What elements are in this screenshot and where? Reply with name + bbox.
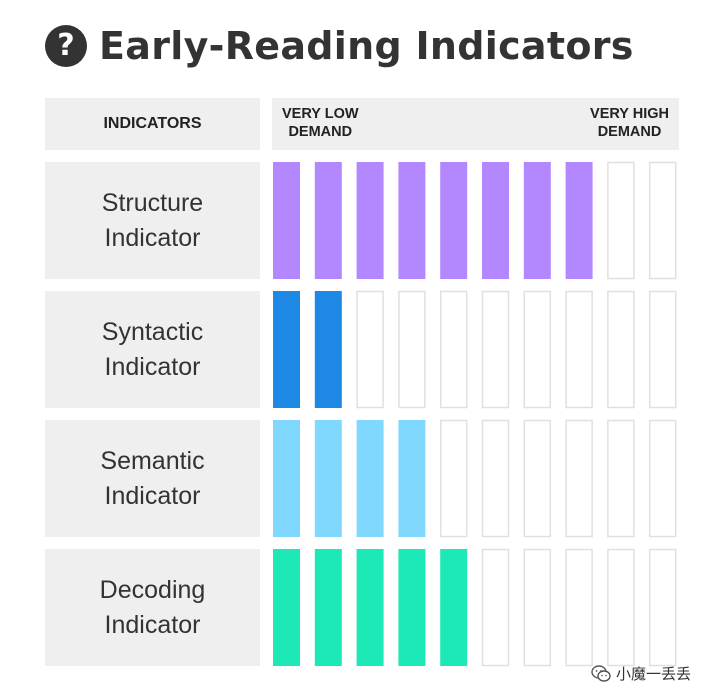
bar-segment-structure-4-filled <box>398 162 426 279</box>
bar-segment-decoding-1-filled <box>273 549 300 666</box>
title-row: ? Early-Reading Indicators <box>45 18 634 74</box>
bar-segment-decoding-3-filled <box>356 549 384 666</box>
bar-segment-syntactic-2-filled <box>314 291 342 408</box>
bar-segment-semantic-1-filled <box>273 420 300 537</box>
watermark-text: 小魔一丢丢 <box>615 665 691 683</box>
bar-segment-syntactic-6-empty <box>481 290 510 409</box>
row-label-structure: Structure Indicator <box>45 162 260 279</box>
bar-segment-decoding-7-empty <box>523 548 552 667</box>
scale-low-label: VERY LOW DEMAND <box>282 106 359 140</box>
bar-segment-structure-6-filled <box>482 162 509 279</box>
bar-segment-syntactic-5-empty <box>439 290 468 409</box>
bar-segment-structure-1-filled <box>273 162 300 279</box>
bar-segment-decoding-8-empty <box>565 548 593 667</box>
bar-segment-structure-8-filled <box>565 162 593 279</box>
bar-segment-syntactic-3-empty <box>356 290 384 409</box>
bar-segment-semantic-7-empty <box>523 419 552 538</box>
bar-segment-semantic-4-filled <box>398 420 426 537</box>
bar-segment-syntactic-9-empty <box>607 290 635 409</box>
indicators-column-header: INDICATORS <box>45 98 260 150</box>
bar-segment-semantic-3-filled <box>356 420 384 537</box>
bar-segment-semantic-10-empty <box>648 419 677 538</box>
bar-segment-semantic-8-empty <box>565 419 593 538</box>
scale-high-label: VERY HIGH DEMAND <box>590 106 669 140</box>
row-label-semantic: Semantic Indicator <box>45 420 260 537</box>
bar-segment-structure-10-empty <box>648 161 677 280</box>
bar-segment-decoding-6-empty <box>481 548 510 667</box>
bar-segment-decoding-10-empty <box>648 548 677 667</box>
bar-segment-decoding-2-filled <box>314 549 342 666</box>
bar-segment-syntactic-10-empty <box>648 290 677 409</box>
bar-segment-semantic-2-filled <box>314 420 342 537</box>
bar-segment-decoding-4-filled <box>398 549 426 666</box>
row-label-decoding: Decoding Indicator <box>45 549 260 666</box>
bar-segment-syntactic-1-filled <box>273 291 300 408</box>
question-circle-icon: ? <box>45 25 87 67</box>
bar-segment-structure-5-filled <box>440 162 468 279</box>
bar-segment-syntactic-4-empty <box>398 290 426 409</box>
bar-segment-decoding-9-empty <box>607 548 635 667</box>
bar-segment-decoding-5-filled <box>440 549 468 666</box>
bar-segment-syntactic-7-empty <box>523 290 552 409</box>
bar-segment-semantic-9-empty <box>607 419 635 538</box>
bar-segment-syntactic-8-empty <box>565 290 593 409</box>
row-label-syntactic: Syntactic Indicator <box>45 291 260 408</box>
bar-segment-structure-7-filled <box>523 162 551 279</box>
bar-segment-semantic-6-empty <box>481 419 510 538</box>
wechat-icon <box>591 664 611 682</box>
bar-segment-structure-2-filled <box>314 162 342 279</box>
bar-segment-structure-3-filled <box>356 162 384 279</box>
page-title: Early-Reading Indicators <box>99 24 634 68</box>
watermark: 小魔一丢丢 <box>591 663 691 684</box>
bar-segment-structure-9-empty <box>607 161 635 280</box>
demand-scale-header: VERY LOW DEMAND VERY HIGH DEMAND <box>272 98 679 150</box>
bar-segment-semantic-5-empty <box>439 419 468 538</box>
